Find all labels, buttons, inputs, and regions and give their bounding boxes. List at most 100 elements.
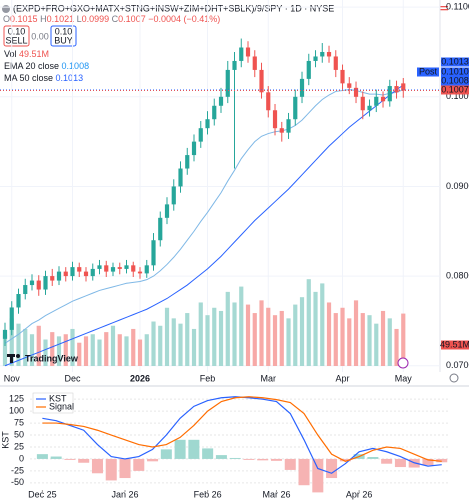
candle-body [158,217,163,241]
x-tick-label: Dec [64,373,81,383]
candle-body [144,265,149,274]
volume-bar [401,313,406,366]
candle-body [191,141,197,156]
legend-value: 0.1008 [62,61,90,71]
price-tag [441,76,469,86]
volume-bar [239,286,244,366]
volume-bar [212,307,217,366]
volume-bar [205,315,210,366]
price-tag [441,340,469,350]
candle-body [83,271,89,277]
y-tick-label: -50 [11,477,24,487]
kst-line [42,396,442,462]
candle-body [232,60,237,70]
y-tick-label: 100 [9,405,24,415]
candle-body [23,285,28,295]
histogram-bar [119,458,131,479]
volume-bar [374,323,379,366]
histogram-bar [50,456,62,459]
candle-body [198,128,203,142]
histogram-bar [202,448,214,459]
candle-body [171,186,176,205]
price-tag-label: 0.1007 [441,84,469,94]
settings-button[interactable] [449,373,459,383]
x-tick-label: Apr 26 [346,489,373,499]
candle-body [63,271,68,277]
buy-label: BUY [54,35,73,45]
volume-bar [90,334,95,366]
y-tick-label: 0 [19,453,24,463]
volume-bar [191,328,197,366]
volume-bar [299,297,305,366]
candle-body [29,280,35,286]
spread: 0.00 [31,31,49,41]
post-tag-label: Post [419,66,438,76]
volume-bar [110,325,116,366]
volume-bar [83,336,89,366]
volume-bar [178,323,183,366]
volume-bar [198,302,203,366]
candle-body [70,267,75,277]
volume-bar [56,336,62,366]
histogram-bar [367,457,379,459]
volume-bar [63,334,68,366]
histogram-bar [160,449,172,459]
candle-body [56,271,62,281]
histogram-bar [312,458,324,493]
y-tick-label: 50 [14,429,24,439]
candle-body [225,69,230,97]
candle-body [9,307,14,330]
price-tag-label: 0.1008 [441,75,469,85]
volume-bar [279,310,284,366]
histogram-bar [339,458,351,462]
indicator-line [4,84,404,367]
histogram-bar [270,458,282,461]
volume-bar [340,307,345,366]
ohlc-label: C [112,14,119,24]
candle-body [97,265,102,269]
alert-button[interactable] [397,357,409,369]
candle-body [259,69,264,93]
candle-body [347,83,352,88]
volume-bar [144,334,149,366]
volume-bar [23,328,28,366]
x-tick-label: Nov [4,373,21,383]
candle-body [151,240,156,266]
buy-button[interactable] [50,25,77,47]
candle-body [178,168,183,187]
volume-bar [50,332,55,366]
price-tag-label: 0.1010 [441,66,469,76]
menu-icon[interactable] [440,9,448,11]
buy-price: 0.10 [55,26,73,36]
menu-icon[interactable] [440,6,448,8]
x-tick-label: May [395,373,413,383]
volume-bar [124,336,129,366]
x-tick-label: Jan 26 [112,489,139,499]
sell-button[interactable] [3,25,30,47]
candle-body [286,119,291,133]
candle-body [306,60,311,79]
symbol-title: (EXPD+FRO+GXO+MATX+STNG+INSW+ZIM+DHT+SBL… [13,3,334,13]
volume-bar [380,310,386,366]
histogram-bar [298,458,310,486]
histogram-bar [422,458,434,466]
symbol-icon [2,5,10,13]
candle-body [326,51,332,57]
volume-bar [259,300,264,366]
histogram-bar [64,458,76,460]
candle-body [43,276,48,290]
candle-body [333,56,338,70]
sell-price: 0.10 [8,26,26,36]
legend-value: 0.1013 [56,73,84,83]
price-tag [441,67,469,77]
candle-body [245,47,251,57]
price-tag [441,85,469,95]
candle-body [2,329,8,339]
volume-bar [16,323,21,366]
ohlc-value: 0.1007 [118,14,146,24]
histogram-bar [78,458,90,463]
candle-body [110,267,116,272]
ohlc-label: H [40,14,47,24]
